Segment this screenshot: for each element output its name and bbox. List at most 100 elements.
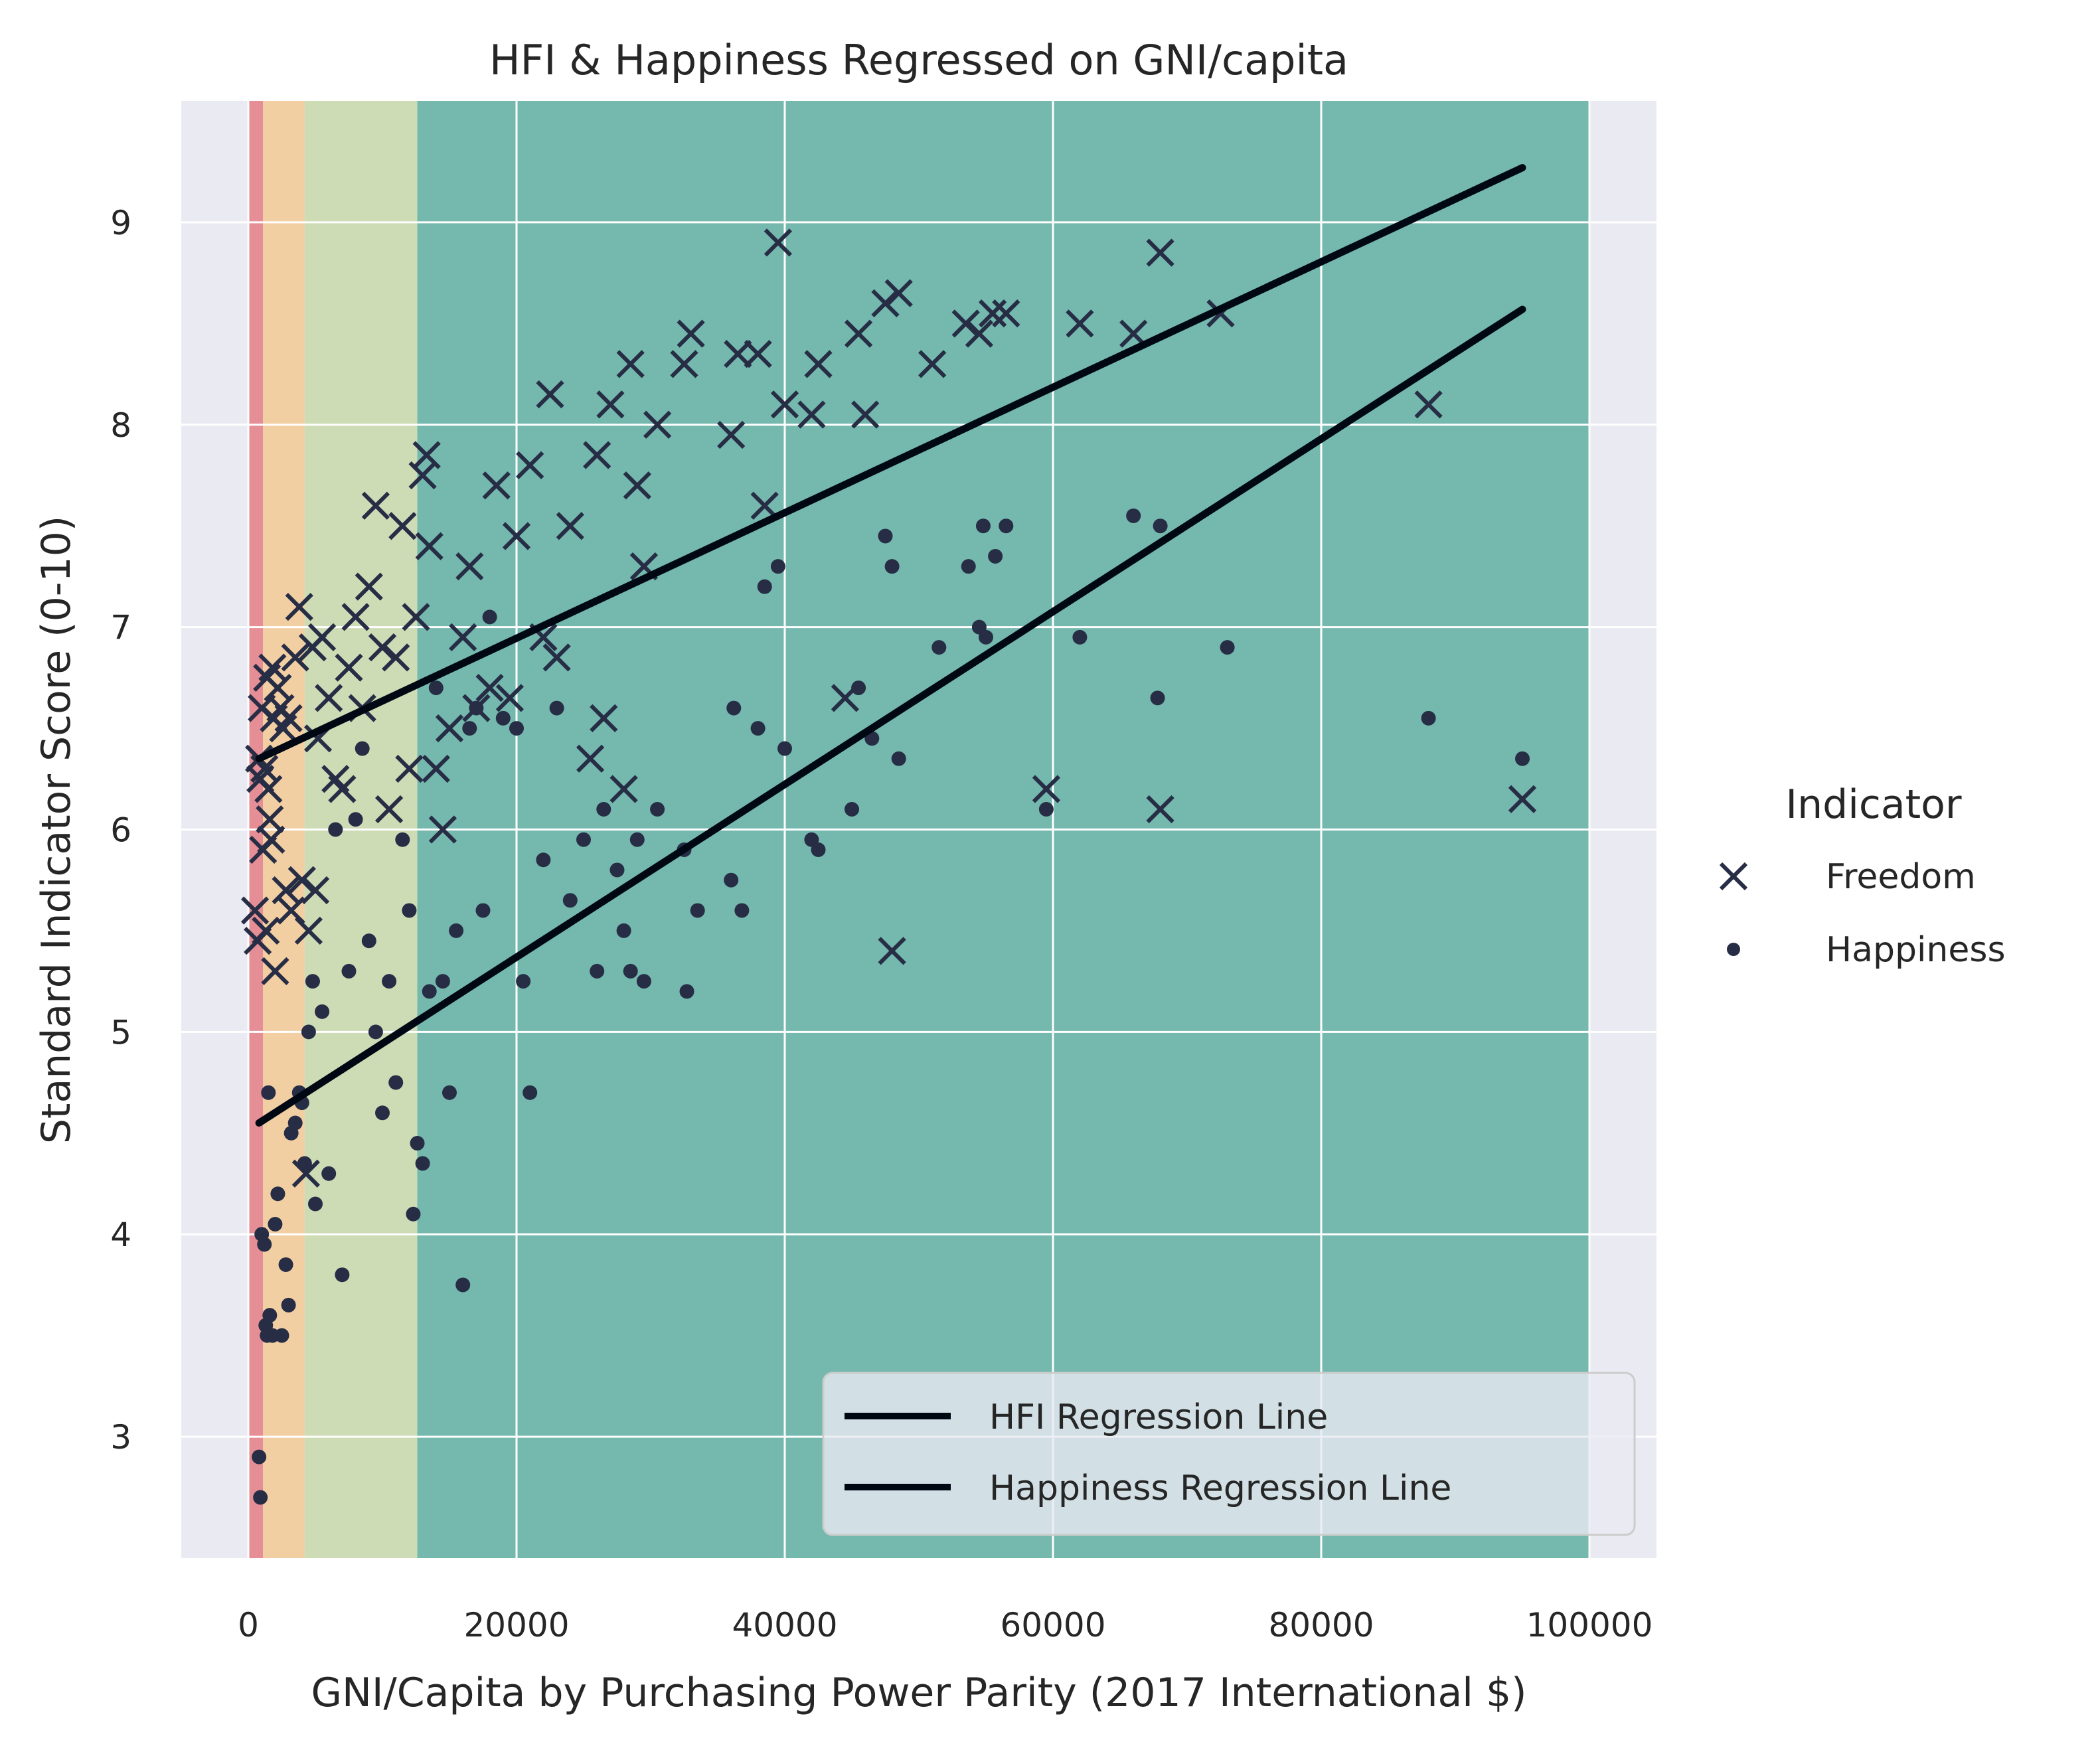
freedom-point (677, 319, 705, 348)
freedom-point (717, 420, 746, 449)
happiness-point (395, 832, 410, 847)
hfi-regression-line (255, 164, 1526, 763)
freedom-point (516, 451, 544, 479)
freedom-point (402, 603, 430, 631)
happiness-point (623, 963, 638, 979)
freedom-point (590, 704, 618, 732)
happiness-point (777, 741, 792, 756)
indicator-legend: Indicator Freedom Happiness (1719, 781, 2006, 970)
y-tick-label: 8 (110, 406, 131, 445)
happiness-point (328, 822, 343, 837)
x-tick-label: 20000 (463, 1606, 569, 1644)
happiness-point (462, 721, 477, 736)
happiness-point (516, 974, 531, 989)
x-tick-labels: 0 20000 40000 60000 80000 100000 (238, 1606, 1653, 1644)
happiness-point (406, 1206, 421, 1222)
freedom-point (536, 380, 564, 409)
happiness-point (308, 1196, 323, 1212)
freedom-point (965, 319, 994, 348)
freedom-point (616, 350, 645, 378)
happiness-point (1421, 710, 1436, 726)
freedom-point (475, 673, 504, 702)
freedom-point (374, 795, 404, 824)
happiness-point (455, 1277, 471, 1293)
happiness-point (435, 974, 450, 989)
happiness-point (253, 1490, 268, 1505)
happiness-point (442, 1085, 457, 1100)
happiness-point (428, 680, 444, 696)
hfi-regression-legend-label: HFI Regression Line (989, 1397, 1328, 1437)
happiness-point (891, 751, 906, 766)
happiness-point (257, 1237, 272, 1252)
happiness-point (931, 640, 947, 655)
freedom-point (412, 441, 441, 469)
x-axis-title: GNI/Capita by Purchasing Power Parity (2… (311, 1670, 1526, 1716)
happiness-point (375, 1105, 390, 1121)
happiness-point (261, 1085, 276, 1100)
y-tick-label: 9 (110, 204, 131, 242)
happiness-point (274, 1328, 289, 1343)
freedom-point (281, 643, 309, 672)
happiness-point (305, 974, 320, 989)
happiness-point (410, 1136, 425, 1151)
happiness-point (1515, 751, 1530, 766)
freedom-point (258, 653, 287, 682)
freedom-point (254, 775, 283, 803)
freedom-legend-x (1719, 862, 1748, 891)
freedom-point (341, 603, 370, 631)
happiness-point (315, 1004, 330, 1019)
freedom-point (1066, 309, 1094, 338)
happiness-point (679, 984, 694, 999)
happiness-point (750, 721, 766, 736)
happiness-legend-label: Happiness (1826, 930, 2006, 970)
freedom-point (502, 522, 531, 550)
freedom-point (301, 876, 330, 905)
freedom-point (361, 491, 390, 520)
happiness-point (536, 852, 551, 868)
happiness-regression-legend-label: Happiness Regression Line (989, 1468, 1451, 1508)
happiness-point (270, 1186, 285, 1202)
happiness-point (422, 984, 437, 999)
freedom-point (542, 643, 571, 672)
freedom-point (449, 623, 477, 652)
freedom-point (992, 299, 1020, 328)
happiness-point (609, 862, 625, 878)
happiness-point (975, 518, 991, 534)
happiness-point (1038, 802, 1054, 817)
happiness-point (629, 832, 645, 847)
happiness-point (988, 548, 1003, 564)
happiness-point (734, 903, 750, 918)
freedom-point (335, 653, 363, 682)
freedom-point (395, 754, 424, 783)
freedom-point (804, 350, 833, 378)
happiness-point (724, 872, 739, 888)
happiness-point (415, 1156, 430, 1171)
freedom-point (328, 775, 357, 803)
happiness-point (961, 559, 976, 574)
happiness-point (388, 1075, 404, 1090)
freedom-point (764, 228, 793, 257)
happiness-point (335, 1267, 350, 1283)
freedom-point (871, 289, 900, 317)
happiness-point (1072, 629, 1088, 645)
freedom-point (643, 410, 672, 439)
happiness-point (1150, 690, 1165, 706)
happiness-point (757, 579, 772, 594)
happiness-point (469, 700, 484, 716)
x-tick-label: 80000 (1268, 1606, 1374, 1644)
happiness-point (268, 1216, 283, 1231)
freedom-point (307, 623, 337, 652)
freedom-point (495, 684, 525, 712)
freedom-legend-marker (1719, 862, 1748, 891)
happiness-point (726, 700, 742, 716)
freedom-point (770, 390, 799, 419)
happiness-point (475, 903, 491, 918)
happiness-point (297, 1156, 312, 1171)
freedom-point (482, 471, 511, 500)
freedom-point (240, 896, 270, 925)
freedom-points (240, 228, 1537, 1188)
happiness-point (252, 1449, 267, 1465)
freedom-point (623, 471, 651, 500)
y-tick-label: 3 (110, 1418, 131, 1457)
freedom-point (1414, 390, 1443, 419)
